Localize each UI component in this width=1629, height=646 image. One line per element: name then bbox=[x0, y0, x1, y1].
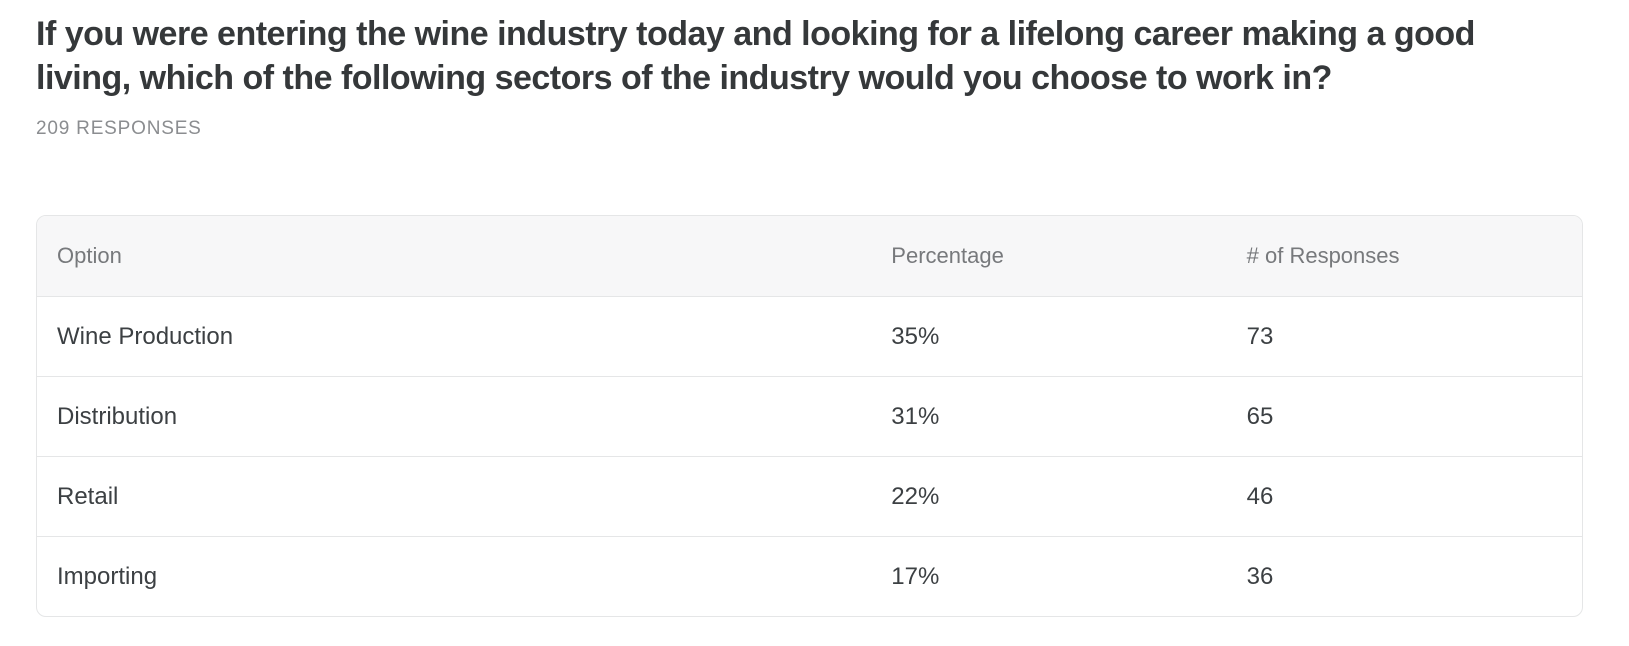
percentage-cell: 22% bbox=[891, 482, 940, 510]
page-title-line-1: If you were entering the wine industry t… bbox=[36, 15, 1475, 53]
table-row: Retail 22% 46 bbox=[37, 456, 1582, 536]
table-row: Importing 17% 36 bbox=[37, 536, 1582, 616]
page-title: If you were entering the wine industry t… bbox=[36, 12, 1593, 100]
responses-cell: 36 bbox=[1246, 562, 1274, 590]
option-cell: Retail bbox=[57, 482, 119, 510]
table-header-row: Option Percentage # of Responses bbox=[37, 216, 1582, 296]
results-table: Option Percentage # of Responses Wine Pr… bbox=[36, 215, 1583, 617]
table-row: Distribution 31% 65 bbox=[37, 376, 1582, 456]
option-cell: Distribution bbox=[57, 402, 178, 430]
responses-cell: 65 bbox=[1246, 402, 1274, 430]
percentage-cell: 35% bbox=[891, 322, 940, 350]
column-header-option: Option bbox=[57, 243, 122, 268]
table-row: Wine Production 35% 73 bbox=[37, 296, 1582, 376]
column-header-percentage: Percentage bbox=[891, 243, 1004, 268]
column-header-responses: # of Responses bbox=[1246, 243, 1400, 268]
percentage-cell: 17% bbox=[891, 562, 940, 590]
survey-results-page: If you were entering the wine industry t… bbox=[36, 12, 1593, 617]
responses-cell: 73 bbox=[1246, 322, 1274, 350]
option-cell: Wine Production bbox=[57, 322, 234, 350]
percentage-cell: 31% bbox=[891, 402, 940, 430]
response-count-label: 209 RESPONSES bbox=[36, 118, 202, 139]
table-body: Wine Production 35% 73 Distribution 31% … bbox=[37, 296, 1582, 616]
option-cell: Importing bbox=[57, 562, 158, 590]
responses-cell: 46 bbox=[1246, 482, 1274, 510]
page-title-line-2: living, which of the following sectors o… bbox=[36, 59, 1332, 97]
